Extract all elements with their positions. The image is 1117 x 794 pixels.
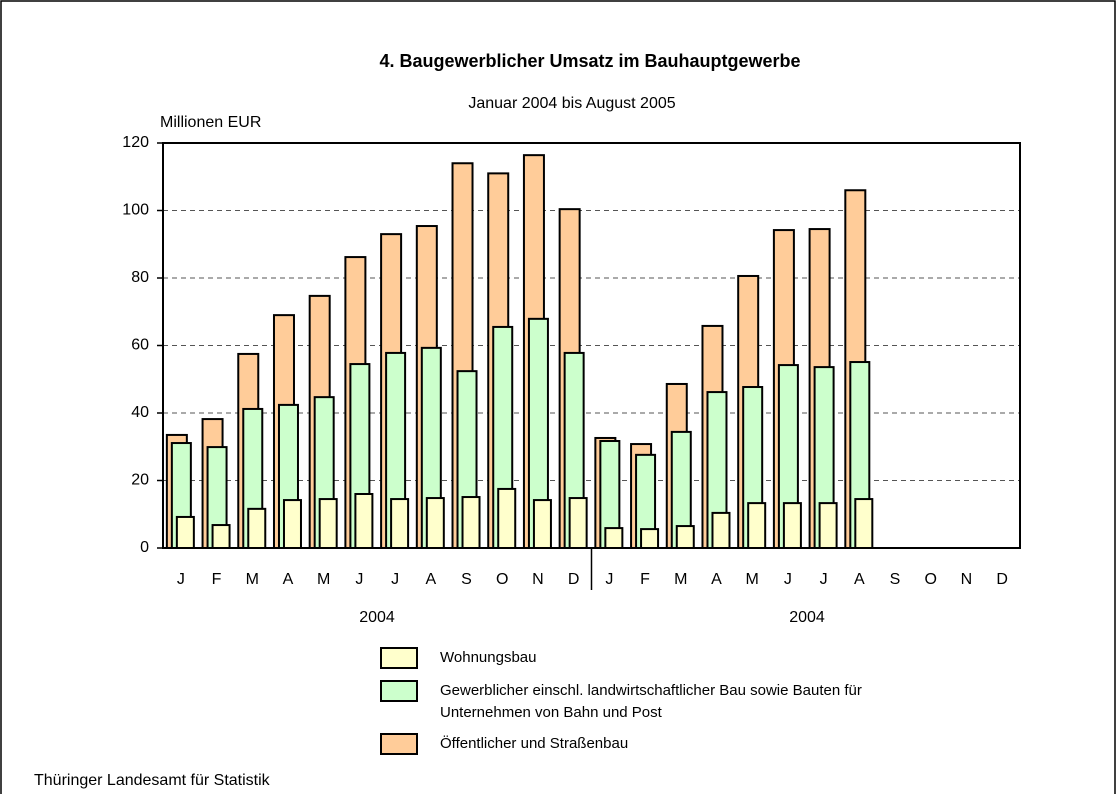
x-tick-label: M: [746, 571, 759, 588]
x-tick-label: J: [355, 571, 363, 588]
x-tick-label: N: [532, 571, 544, 588]
x-tick-label: J: [391, 571, 399, 588]
x-tick-label: S: [461, 571, 472, 588]
bar: [568, 497, 588, 549]
source: Thüringer Landesamt für Statistik: [34, 772, 271, 789]
x-tick-label: J: [784, 571, 792, 588]
y-tick-label: 60: [131, 337, 149, 354]
y-tick-label: 40: [131, 404, 149, 421]
x-tick-label: A: [425, 571, 436, 588]
x-tick-label: J: [820, 571, 828, 588]
bar: [747, 502, 767, 549]
bar: [711, 511, 731, 550]
year-label: 2004: [789, 609, 825, 626]
bar: [390, 498, 410, 549]
bar: [425, 497, 445, 549]
legend-swatch: [380, 647, 418, 669]
bar: [247, 507, 267, 550]
x-tick-label: J: [177, 571, 185, 588]
legend-swatch: [380, 733, 418, 755]
legend-swatch: [380, 680, 418, 702]
bar: [818, 502, 838, 549]
x-tick-label: F: [640, 571, 650, 588]
y-tick-label: 100: [122, 202, 149, 219]
bar: [354, 493, 374, 549]
x-tick-label: N: [961, 571, 973, 588]
bar: [175, 515, 195, 550]
bar: [497, 487, 517, 549]
legend-label: Wohnungsbau: [440, 649, 537, 666]
y-tick-label: 120: [122, 134, 149, 151]
legend-label: Gewerblicher einschl. landwirtschaftlich…: [440, 682, 862, 721]
x-tick-label: A: [283, 571, 294, 588]
x-tick-label: D: [996, 571, 1008, 588]
x-tick-label: M: [317, 571, 330, 588]
legend-label: Öffentlicher und Straßenbau: [440, 735, 629, 752]
bar: [640, 528, 660, 549]
bar: [282, 499, 302, 550]
x-tick-label: M: [674, 571, 687, 588]
y-axis-label: Millionen EUR: [160, 114, 261, 131]
chart-subtitle: Januar 2004 bis August 2005: [468, 95, 675, 112]
y-tick-label: 0: [140, 539, 149, 556]
bar: [318, 498, 338, 549]
bar: [461, 496, 481, 550]
x-tick-label: A: [854, 571, 865, 588]
chart-title: 4. Baugewerblicher Umsatz im Bauhauptgew…: [379, 51, 800, 71]
x-tick-label: J: [605, 571, 613, 588]
bar: [532, 499, 552, 550]
x-tick-label: O: [496, 571, 508, 588]
x-tick-label: S: [890, 571, 901, 588]
bar: [604, 527, 624, 550]
x-tick-label: M: [246, 571, 259, 588]
x-tick-label: A: [711, 571, 722, 588]
y-tick-label: 20: [131, 472, 149, 489]
bar: [782, 502, 802, 549]
year-label: 2004: [359, 609, 395, 626]
bar: [675, 525, 695, 549]
bar: [854, 498, 874, 549]
x-tick-label: O: [925, 571, 937, 588]
x-tick-label: F: [212, 571, 222, 588]
y-tick-label: 80: [131, 269, 149, 286]
bar: [211, 524, 231, 549]
x-tick-label: D: [568, 571, 580, 588]
